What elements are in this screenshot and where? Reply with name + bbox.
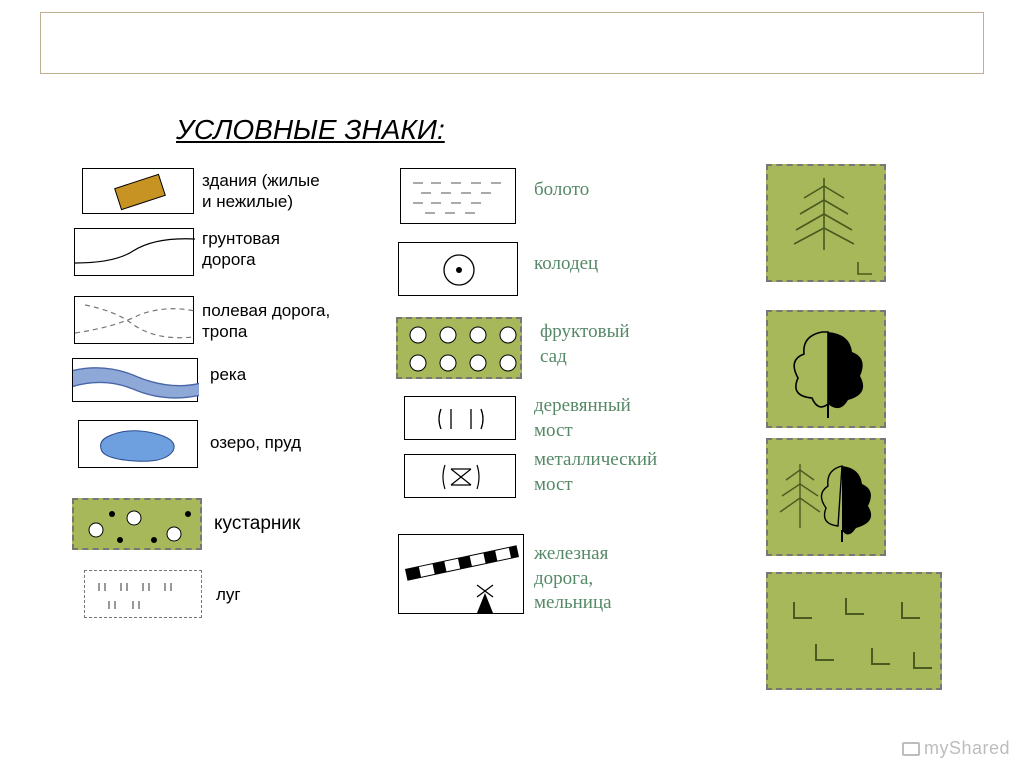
watermark: myShared [902, 738, 1010, 759]
label-orchard: фруктовый сад [540, 320, 630, 369]
swatch-field-road [74, 296, 194, 344]
swatch-well [398, 242, 518, 296]
tile-deciduous [766, 310, 886, 428]
swatch-dirt-road [74, 228, 194, 276]
swatch-shrub [72, 498, 202, 550]
swatch-river [72, 358, 198, 402]
page-title: УСЛОВНЫЕ ЗНАКИ: [176, 114, 445, 146]
label-buildings: здания (жилые и нежилые) [202, 170, 320, 213]
label-well: колодец [534, 252, 598, 277]
tile-conifer [766, 164, 886, 282]
label-field-road: полевая дорога,тропа [202, 300, 330, 343]
tile-mixed [766, 438, 886, 556]
top-frame [40, 12, 984, 74]
label-swamp: болото [534, 178, 589, 203]
swatch-railroad [398, 534, 524, 614]
swatch-orchard [396, 317, 522, 379]
label-metal-bridge: металлическиймост [534, 448, 657, 497]
label-lake: озеро, пруд [210, 432, 301, 453]
label-wood-bridge: деревянныймост [534, 394, 631, 443]
label-river: река [210, 364, 246, 385]
swatch-swamp [400, 168, 516, 224]
swatch-lake [78, 420, 198, 468]
watermark-text: myShared [924, 738, 1010, 758]
swatch-metal-bridge [404, 454, 516, 498]
label-meadow: луг [216, 584, 241, 605]
swatch-meadow [84, 570, 202, 618]
label-dirt-road: грунтоваядорога [202, 228, 280, 271]
swatch-buildings [82, 168, 194, 214]
label-shrub: кустарник [214, 512, 300, 536]
label-railroad: железнаядорога,мельница [534, 542, 612, 616]
swatch-wood-bridge [404, 396, 516, 440]
tile-cut [766, 572, 942, 690]
